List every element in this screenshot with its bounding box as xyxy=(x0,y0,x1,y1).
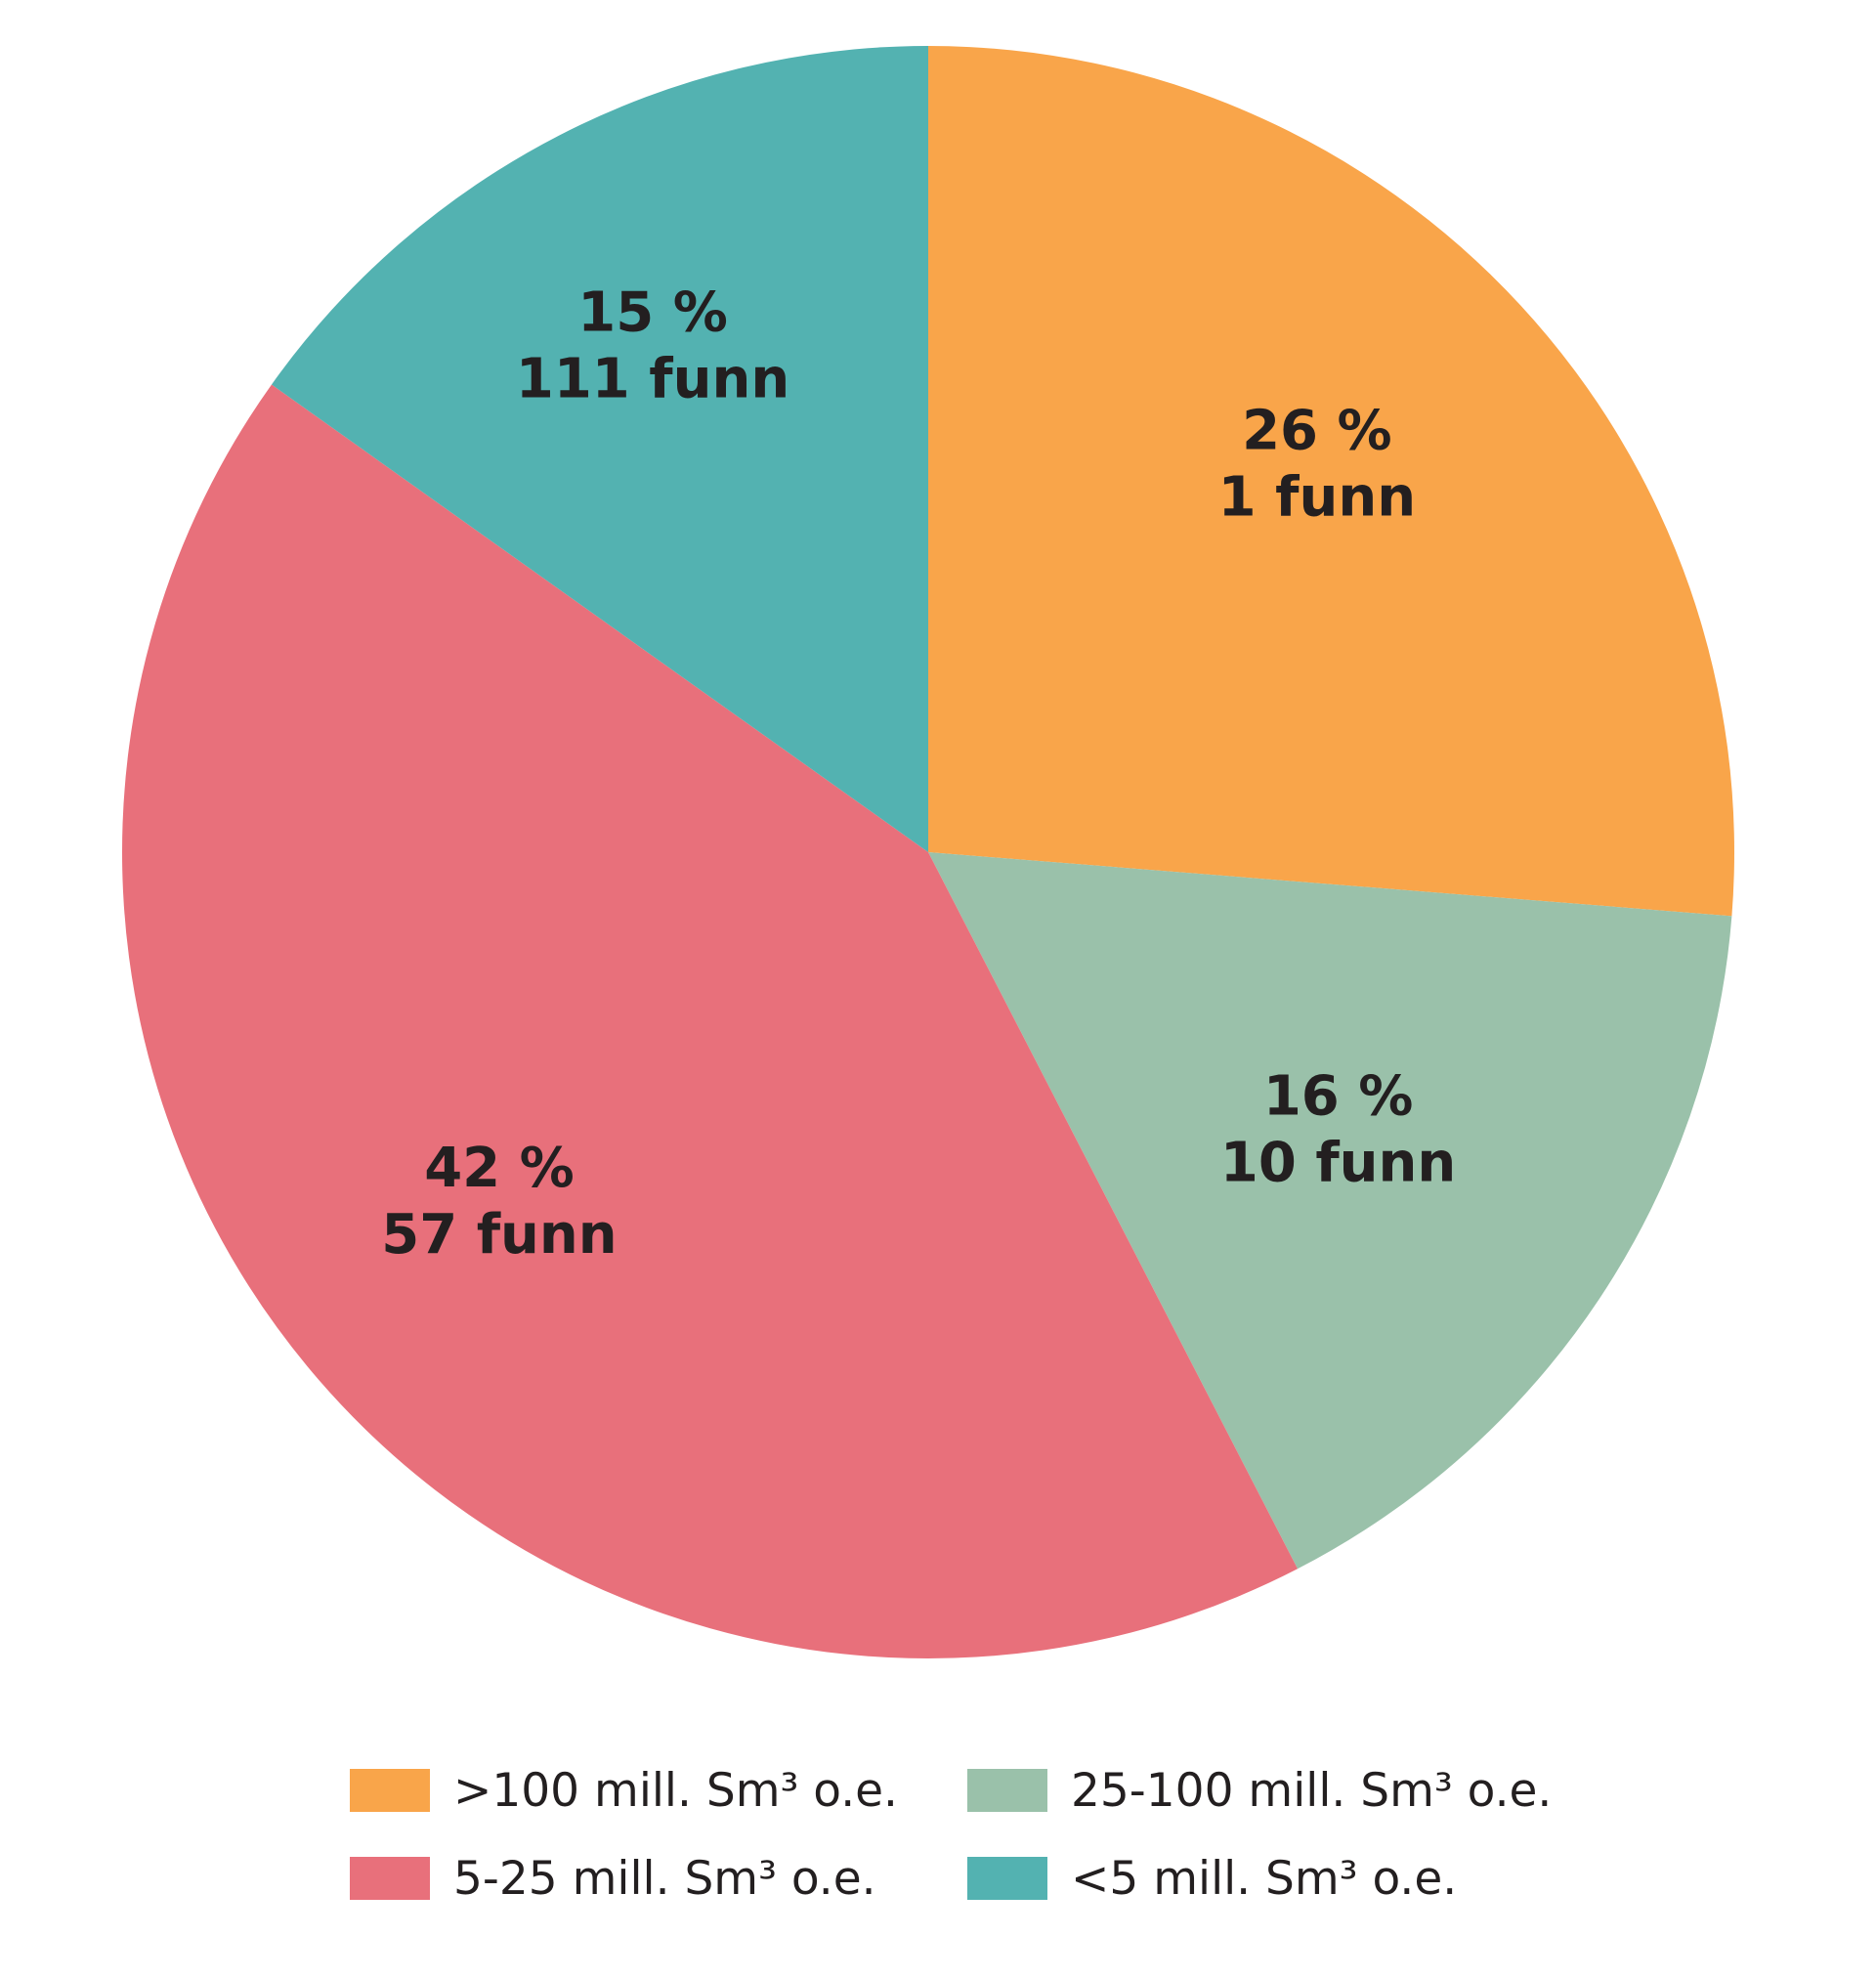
legend-swatch xyxy=(967,1857,1047,1900)
pie-slice xyxy=(928,852,1732,1570)
slice-count-label: 1 funn xyxy=(1218,466,1416,530)
slice-percent-label: 26 % xyxy=(1242,400,1392,463)
legend-swatch xyxy=(350,1769,430,1812)
pie-slice xyxy=(122,384,1299,1659)
pie-slice xyxy=(928,46,1734,917)
legend-swatch xyxy=(350,1857,430,1900)
legend-label: <5 mill. Sm³ o.e. xyxy=(1071,1851,1458,1906)
pie-slice xyxy=(271,45,928,852)
chart-legend: >100 mill. Sm³ o.e. 25-100 mill. Sm³ o.e… xyxy=(350,1763,1620,1906)
slice-count-label: 57 funn xyxy=(381,1203,617,1267)
legend-item-25-100: 25-100 mill. Sm³ o.e. xyxy=(967,1763,1573,1818)
legend-label: 25-100 mill. Sm³ o.e. xyxy=(1071,1763,1553,1818)
slice-percent-label: 15 % xyxy=(577,281,728,345)
legend-item-under-5: <5 mill. Sm³ o.e. xyxy=(967,1851,1573,1906)
legend-label: >100 mill. Sm³ o.e. xyxy=(453,1763,898,1818)
legend-item-5-25: 5-25 mill. Sm³ o.e. xyxy=(350,1851,967,1906)
slice-count-label: 111 funn xyxy=(516,348,789,411)
slice-percent-label: 16 % xyxy=(1263,1064,1414,1128)
pie-slices xyxy=(122,45,1734,1659)
legend-swatch xyxy=(967,1769,1047,1812)
pie-labels: 26 %1 funn 16 %10 funn 42 %57 funn 15 %111 … xyxy=(381,281,1456,1267)
slice-count-label: 10 funn xyxy=(1220,1131,1456,1194)
legend-item-over-100: >100 mill. Sm³ o.e. xyxy=(350,1763,967,1818)
slice-percent-label: 42 % xyxy=(424,1137,575,1200)
legend-label: 5-25 mill. Sm³ o.e. xyxy=(453,1851,876,1906)
